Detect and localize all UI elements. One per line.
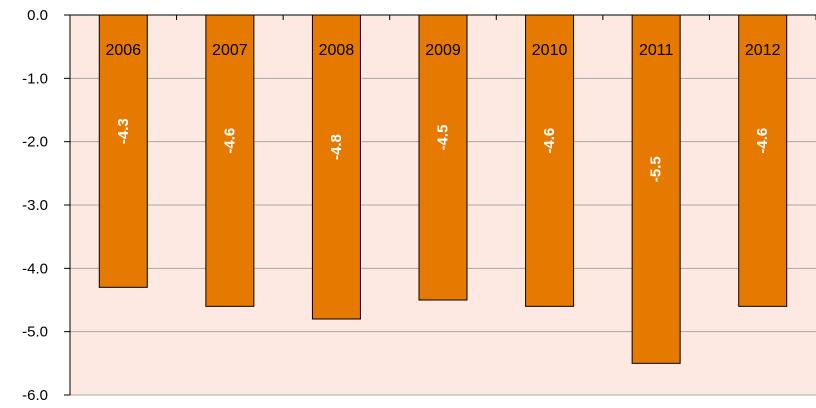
bar-2007 (205, 14, 255, 307)
bars (98, 14, 788, 364)
y-tick-label: -4.0 (22, 260, 48, 277)
data-label: -4.6 (754, 128, 771, 154)
data-label: -4.5 (435, 125, 452, 151)
bar-2006 (98, 14, 148, 288)
data-label: -4.8 (328, 134, 345, 160)
data-label: -4.3 (115, 118, 132, 144)
y-axis: 0.0 -1.0 -2.0 -3.0 -4.0 -5.0 -6.0 (22, 7, 71, 404)
category-label: 2010 (532, 42, 568, 59)
category-label: 2011 (639, 42, 674, 59)
data-label: -4.6 (221, 128, 238, 154)
bar-2011 (631, 14, 681, 364)
y-tick-label: -2.0 (22, 134, 48, 151)
y-tick-label: -6.0 (22, 387, 48, 404)
bar-2009 (418, 14, 468, 301)
y-tick-label: -3.0 (22, 197, 48, 214)
category-label: 2008 (319, 42, 355, 59)
category-label: 2006 (105, 42, 141, 59)
category-label: 2009 (425, 42, 461, 59)
y-tick-label: -1.0 (22, 70, 48, 87)
category-label: 2012 (745, 42, 781, 59)
category-label: 2007 (212, 42, 248, 59)
data-label: -4.6 (541, 128, 558, 154)
data-label: -5.5 (648, 156, 665, 182)
x-axis (69, 14, 816, 20)
data-labels: -4.3 -4.6 -4.8 -4.5 -4.6 -5.5 -4.6 (115, 118, 771, 182)
category-labels: 2006 2007 2008 2009 2010 2011 2012 (105, 42, 780, 59)
bar-2010 (525, 14, 575, 307)
y-tick-label: -5.0 (22, 324, 48, 341)
bar-2008 (311, 14, 361, 320)
y-tick-label: 0.0 (27, 7, 48, 24)
